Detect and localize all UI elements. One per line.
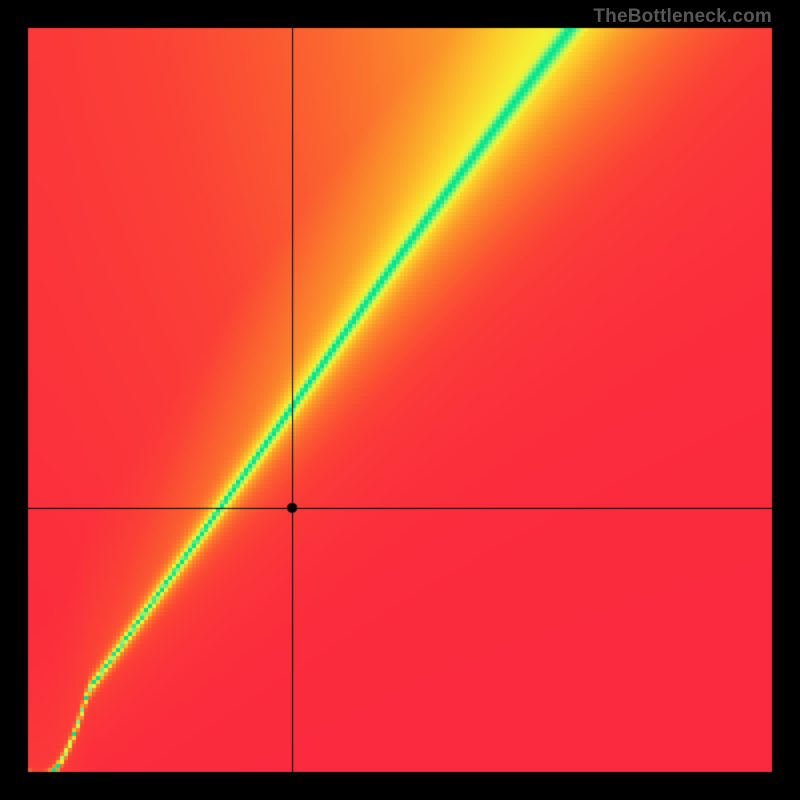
watermark-text: TheBottleneck.com (593, 6, 772, 28)
bottleneck-heatmap (0, 0, 800, 800)
chart-container (0, 0, 800, 800)
